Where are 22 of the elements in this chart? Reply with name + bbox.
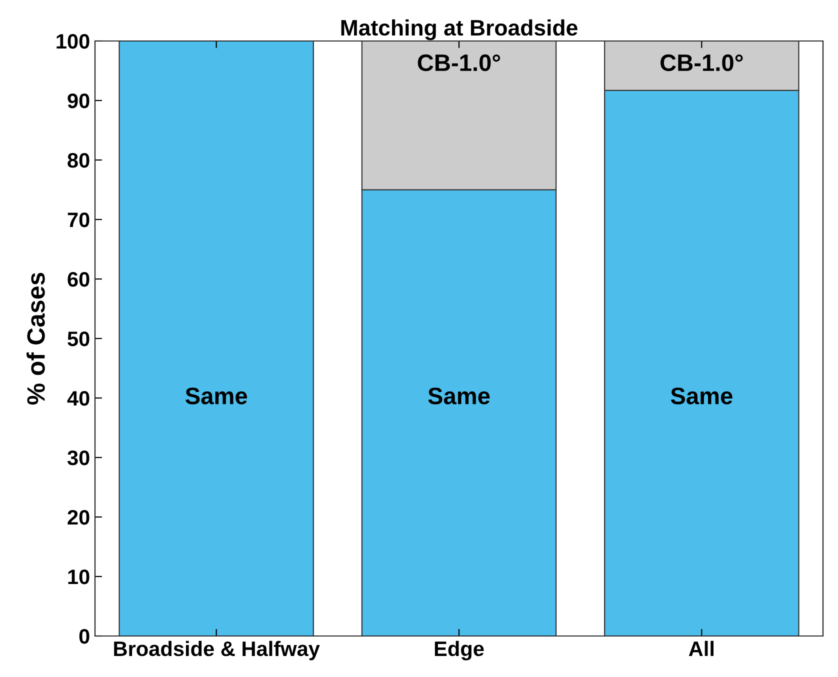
x-tick-label: Edge: [434, 640, 484, 660]
y-tick-label: 40: [67, 391, 90, 406]
y-tick-label: 90: [68, 94, 90, 108]
chart-title: Matching at Broadside: [341, 19, 578, 40]
y-tick-label: 60: [68, 272, 90, 287]
y-tick-label: 80: [68, 153, 90, 168]
x-tick-label: All: [688, 640, 714, 656]
y-tick-label: 70: [68, 212, 90, 228]
y-tick-label: 0: [79, 629, 90, 644]
text: Same: [186, 388, 248, 404]
y-tick-label: 50: [68, 332, 90, 346]
y-tick-label: 30: [67, 450, 90, 466]
y-tick-label: 10: [68, 570, 90, 584]
series-label: Same: [428, 388, 490, 404]
series-label: CB-1.0°: [418, 54, 500, 72]
y-tick-label: 20: [68, 510, 90, 525]
y-tick-label: 100: [56, 34, 90, 49]
y-axis-title: % of Cases: [26, 272, 45, 405]
bar: [118, 41, 314, 636]
x-tick-label: Broadside & Halfway: [114, 640, 320, 660]
text: Same: [670, 388, 732, 404]
text: CB-1.0°: [660, 54, 743, 72]
